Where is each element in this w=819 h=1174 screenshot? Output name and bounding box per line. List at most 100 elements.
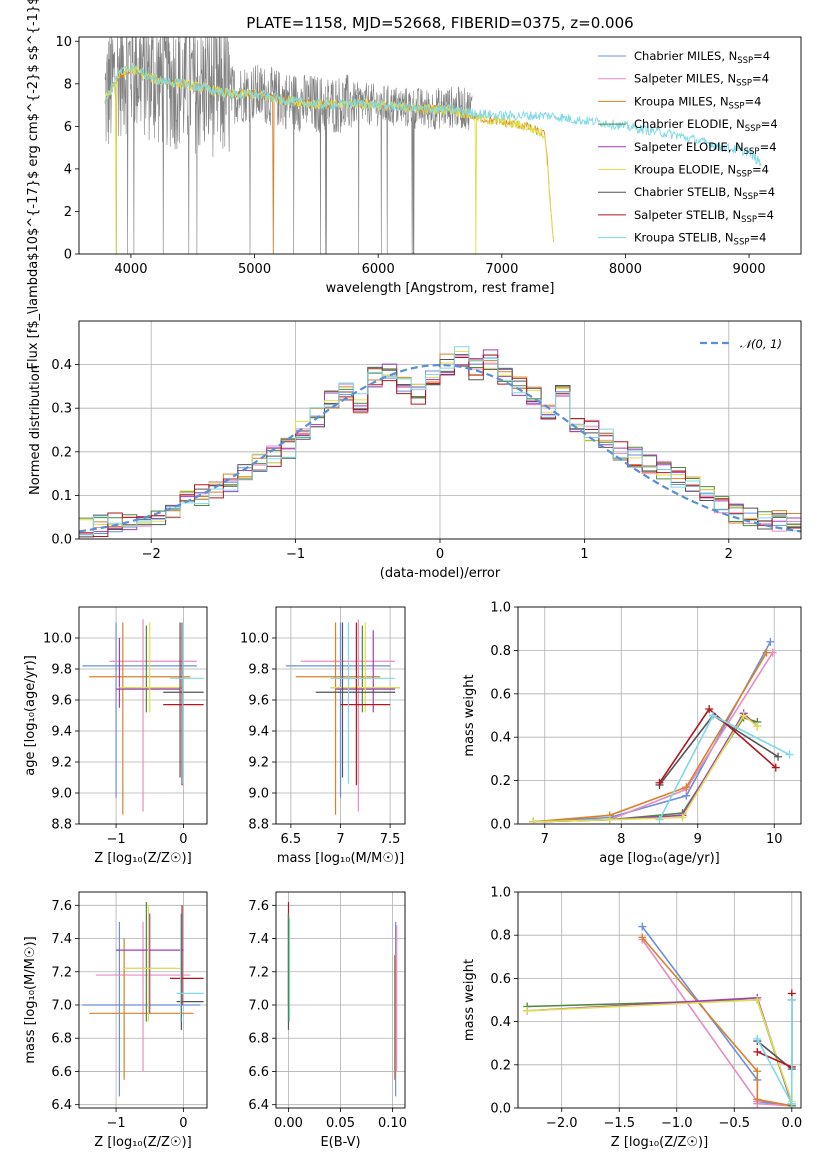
y-tick-label: 7.0: [51, 998, 72, 1013]
weight-line-salpeter_stelib: [658, 707, 777, 784]
gaussian-curve: [79, 363, 801, 533]
y-tick-label: 6.8: [51, 1032, 72, 1047]
plot-area: [276, 892, 405, 1108]
y-axis-label: mass weight: [462, 959, 477, 1041]
legend-label: 𝒩(0, 1): [740, 337, 782, 351]
x-tick-label: 6.5: [281, 832, 302, 847]
y-tick-label: 9.4: [248, 725, 269, 740]
axes-frame: [517, 606, 802, 825]
y-tick-label: 9.8: [51, 663, 72, 678]
x-axis-label: wavelength [Angstrom, rest frame]: [326, 281, 555, 296]
weight-marker-salpeter_stelib: [753, 1047, 762, 1056]
y-tick-label: 8: [64, 77, 72, 92]
weight-marker-kroupa_elodie: [523, 1006, 532, 1015]
stelib-model-line: [104, 63, 762, 168]
weight-marker-kroupa_elodie: [753, 722, 762, 731]
plot-area: [79, 892, 207, 1108]
weight-marker-kroupa_miles: [753, 1067, 762, 1076]
weight-marker-kroupa_miles: [638, 933, 647, 942]
weight-marker-salpeter_stelib: [705, 704, 714, 713]
y-tick-label: 6.4: [248, 1098, 269, 1113]
y-tick-label: 9.6: [51, 694, 72, 709]
weight-line-kroupa_miles: [533, 652, 768, 823]
y-tick-label: 9.0: [51, 787, 72, 802]
y-tick-label: 0: [64, 248, 72, 263]
x-tick-label: 4000: [114, 262, 147, 277]
x-tick-label: 5000: [238, 262, 271, 277]
x-tick-label: 0.00: [274, 1116, 303, 1131]
legend-label: Chabrier STELIB, NSSP=4: [634, 185, 775, 202]
x-axis-label: age [log₁₀(age/yr)]: [599, 851, 720, 866]
x-axis-label: mass [log₁₀(M/M☉)]: [277, 851, 404, 866]
y-tick-label: 6.8: [248, 1032, 269, 1047]
y-tick-label: 7.0: [248, 998, 269, 1013]
histogram-kroupa_stelib: [79, 346, 801, 536]
y-tick-label: 0.0: [490, 1102, 511, 1117]
weight-line-chabrier_elodie: [527, 999, 793, 1106]
y-tick-label: 10: [55, 35, 72, 50]
y-tick-label: 10.0: [43, 632, 72, 647]
y-tick-label: 1.0: [490, 886, 511, 901]
x-tick-label: 8000: [609, 262, 642, 277]
panel-weight-vs-z: −2.0 −1.5 −1.0 −0.5 0.0 0.0 0.2 0.4 0.6 0.8 1.0 Z […: [462, 886, 802, 1151]
x-tick-label: 8: [617, 832, 625, 847]
x-tick-label: 0: [436, 547, 444, 562]
weight-marker-kroupa_stelib: [753, 1034, 762, 1043]
y-tick-label: 7.2: [248, 965, 269, 980]
plot-area: [518, 607, 801, 824]
y-tick-label: 0.2: [490, 1058, 511, 1073]
y-tick-label: 7.6: [248, 899, 269, 914]
weight-marker-kroupa_stelib: [709, 711, 718, 720]
x-tick-label: 7: [541, 832, 549, 847]
x-tick-label: 7: [336, 832, 344, 847]
weight-marker-kroupa_stelib: [787, 1099, 796, 1108]
x-axis-label: Z [log₁₀(Z/Z☉)]: [94, 1135, 191, 1150]
x-tick-label: −1.5: [603, 1116, 635, 1131]
y-tick-label: 7.2: [51, 965, 72, 980]
axes-frame: [78, 606, 208, 825]
panel-spectrum: 4000 5000 6000 7000 8000 9000 0 2 4 6 8 10 wavelengt…: [26, 0, 802, 369]
y-tick-label: 0.3: [51, 402, 72, 417]
y-tick-label: 9.2: [51, 756, 72, 771]
weight-line-kroupa_elodie: [527, 999, 793, 1102]
weight-marker-kroupa_stelib: [655, 815, 664, 824]
x-tick-label: −2.0: [546, 1116, 578, 1131]
panel-residuals: −2 −1 0 1 2 0.0 0.1 0.2 0.3 0.4 (data-model)/error…: [28, 320, 802, 581]
legend-label: Chabrier MILES, NSSP=4: [634, 49, 770, 66]
legend: 𝒩(0, 1): [700, 337, 782, 351]
x-tick-label: 9000: [733, 262, 766, 277]
panel-weight-vs-age: 7 8 9 10 0.0 0.2 0.4 0.6 0.8 1.0 age [log₁₀(age/yr…: [462, 601, 802, 866]
y-tick-label: 8.8: [51, 818, 72, 833]
x-tick-label: 0.05: [326, 1116, 355, 1131]
weight-line-kroupa_stelib: [658, 714, 790, 821]
y-tick-label: 6: [64, 120, 72, 135]
y-tick-label: 6.4: [51, 1098, 72, 1113]
legend-label: Kroupa MILES, NSSP=4: [634, 94, 761, 111]
weight-marker-kroupa_elodie: [753, 996, 762, 1004]
weight-line-chabrier_miles: [641, 926, 792, 1107]
x-axis-label: Z [log₁₀(Z/Z☉)]: [94, 851, 191, 866]
legend-label: Kroupa STELIB, NSSP=4: [634, 231, 766, 248]
y-tick-label: 9.4: [51, 725, 72, 740]
legend-label: Salpeter STELIB, NSSP=4: [634, 208, 774, 225]
weight-line-chabrier_miles: [533, 641, 772, 823]
weight-marker-salpeter_stelib: [771, 763, 780, 772]
panel-mass-vs-ebv: 0.00 0.05 0.10 6.4 6.6 6.8 7.0 7.2 7.4 7.6 E(B-V): [248, 891, 407, 1150]
x-axis-label: E(B-V): [320, 1135, 360, 1150]
y-tick-label: 0.8: [490, 644, 511, 659]
x-tick-label: 7.5: [380, 832, 401, 847]
weight-line-kroupa_miles: [641, 936, 792, 1107]
y-tick-label: 0.4: [490, 1015, 511, 1030]
weight-marker-chabrier_miles: [766, 637, 775, 646]
y-tick-label: 0.8: [490, 929, 511, 944]
y-tick-label: 7.4: [248, 932, 269, 947]
y-tick-label: 0.1: [51, 489, 72, 504]
legend: Chabrier MILES, NSSP=4 Salpeter MILES, NS…: [598, 49, 778, 248]
y-tick-label: 9.6: [248, 694, 269, 709]
x-tick-label: −0.5: [718, 1116, 750, 1131]
weight-marker-kroupa_stelib: [785, 750, 794, 759]
x-tick-label: −2: [142, 547, 161, 562]
axes-frame: [517, 891, 802, 1109]
weight-marker-chabrier_miles: [638, 922, 647, 931]
